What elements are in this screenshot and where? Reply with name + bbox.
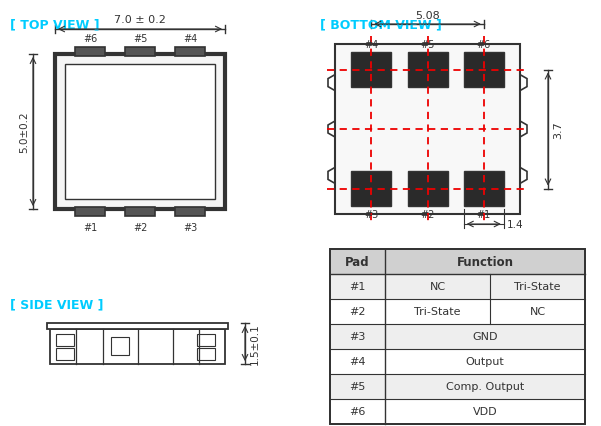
Text: Tri-State: Tri-State: [514, 282, 561, 292]
Text: NC: NC: [529, 307, 546, 317]
Bar: [407, 172, 448, 207]
Bar: [175, 48, 205, 57]
Bar: [125, 207, 155, 216]
Text: #6: #6: [349, 406, 365, 417]
Text: #2: #2: [349, 307, 366, 317]
Text: #4: #4: [364, 40, 379, 50]
Bar: [197, 334, 215, 346]
Text: VDD: VDD: [473, 406, 497, 417]
Bar: [351, 172, 391, 207]
Bar: [111, 337, 129, 355]
Text: 3.7: 3.7: [553, 121, 563, 138]
Text: #5: #5: [133, 34, 147, 44]
Bar: [351, 53, 391, 88]
Bar: [65, 65, 215, 199]
Text: #4: #4: [183, 34, 197, 44]
Text: 7.0 ± 0.2: 7.0 ± 0.2: [114, 15, 166, 25]
Bar: [330, 249, 585, 424]
Text: Output: Output: [466, 357, 504, 367]
Text: 5.0±0.2: 5.0±0.2: [19, 112, 29, 153]
Text: #4: #4: [349, 357, 366, 367]
Text: 5.08: 5.08: [415, 11, 440, 21]
Bar: [56, 348, 74, 360]
Text: #1: #1: [83, 222, 97, 233]
Text: 1.5±0.1: 1.5±0.1: [250, 323, 260, 365]
Bar: [407, 53, 448, 88]
Bar: [464, 172, 504, 207]
Bar: [464, 53, 504, 88]
Bar: [330, 249, 585, 274]
Text: Tri-State: Tri-State: [414, 307, 461, 317]
Bar: [55, 55, 225, 210]
Text: #5: #5: [349, 382, 365, 391]
Text: #6: #6: [83, 34, 97, 44]
Bar: [330, 374, 585, 399]
Text: Pad: Pad: [345, 256, 370, 268]
Text: [ BOTTOM VIEW ]: [ BOTTOM VIEW ]: [320, 18, 442, 31]
Text: #2: #2: [420, 210, 435, 219]
Text: #6: #6: [477, 40, 491, 50]
Text: 1.4: 1.4: [507, 219, 523, 230]
Bar: [330, 249, 585, 424]
Text: #3: #3: [183, 222, 197, 233]
Text: NC: NC: [430, 282, 445, 292]
Bar: [75, 48, 105, 57]
Text: Function: Function: [457, 256, 513, 268]
Text: #1: #1: [349, 282, 365, 292]
Bar: [175, 207, 205, 216]
Bar: [125, 48, 155, 57]
Text: #3: #3: [349, 332, 365, 342]
Bar: [47, 323, 228, 329]
Bar: [330, 274, 585, 299]
Text: #3: #3: [364, 210, 379, 219]
Text: #1: #1: [477, 210, 491, 219]
Bar: [197, 348, 215, 360]
Bar: [50, 329, 225, 364]
Text: [ SIDE VIEW ]: [ SIDE VIEW ]: [10, 297, 103, 310]
Text: #5: #5: [420, 40, 435, 50]
Text: #2: #2: [133, 222, 147, 233]
Bar: [330, 324, 585, 349]
Text: GND: GND: [472, 332, 498, 342]
Bar: [335, 45, 520, 215]
Text: [ TOP VIEW ]: [ TOP VIEW ]: [10, 18, 100, 31]
Bar: [56, 334, 74, 346]
Bar: [75, 207, 105, 216]
Text: Comp. Output: Comp. Output: [446, 382, 524, 391]
